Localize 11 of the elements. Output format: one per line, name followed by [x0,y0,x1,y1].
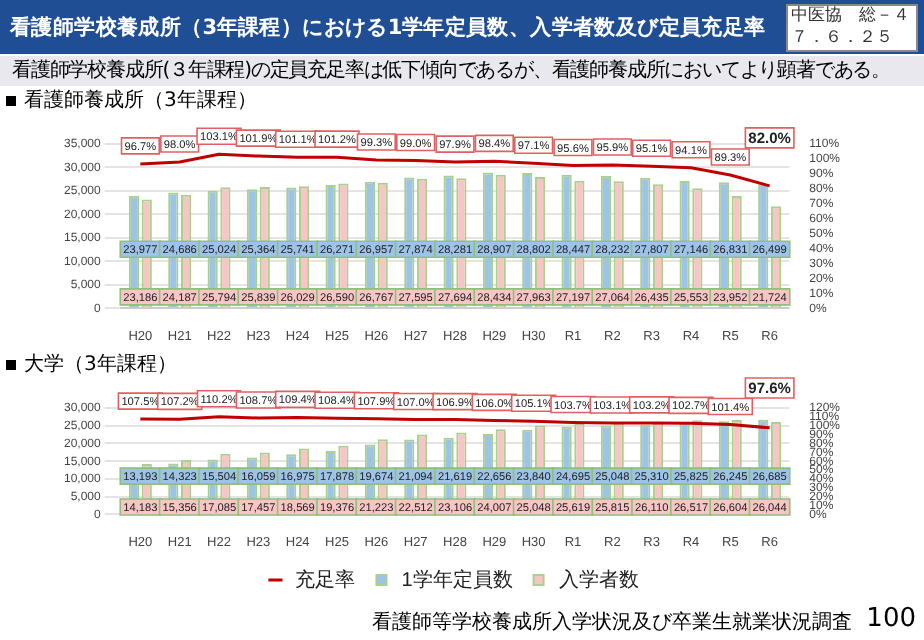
legend-label: 充足率 [295,567,356,592]
legend-label: 1学年定員数 [401,567,513,592]
text: 100 [866,604,916,634]
text: ７．６．２５ [789,28,896,47]
chart-title: 大学（3年課程） [24,354,177,376]
text: 看護師等学校養成所入学状況及び卒業生就業状況調査 [372,610,852,638]
chart-title: 看護師養成所（3年課程） [24,90,257,112]
text: 中医協 総－４ [789,6,911,25]
text: 看護師学校養成所（3年課程）における1学年定員数、入学者数及び定員充足率 [10,14,766,42]
legend-label: 入学者数 [558,567,639,592]
text: 看護師学校養成所(３年課程)の定員充足率は低下傾向であるが、看護師養成所においてより顕著である。 [0,56,924,86]
